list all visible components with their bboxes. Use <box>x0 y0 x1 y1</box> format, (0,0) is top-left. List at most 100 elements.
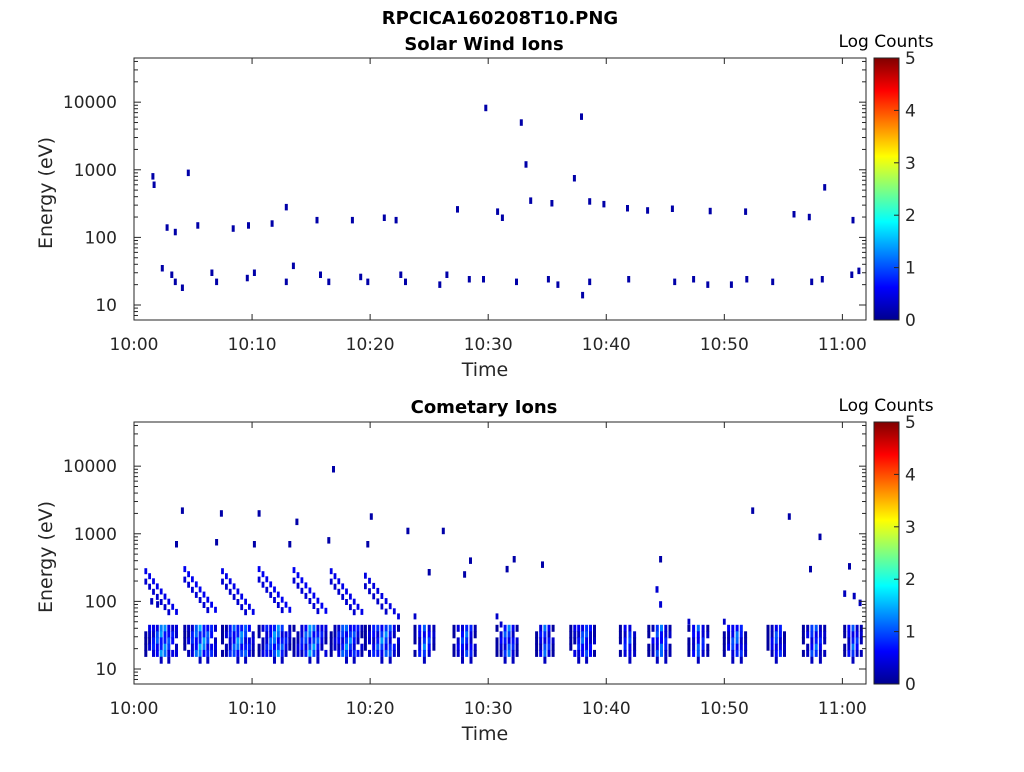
heatmap-cell <box>345 624 348 632</box>
heatmap-cell <box>388 656 392 664</box>
heatmap-cell <box>404 278 407 286</box>
heatmap-cell <box>388 603 392 610</box>
heatmap-cell <box>739 631 743 639</box>
heatmap-cell <box>519 119 523 126</box>
y-axis-label: Energy (eV) <box>35 137 57 249</box>
heatmap-cell <box>352 631 356 639</box>
heatmap-cell <box>350 216 354 224</box>
heatmap-cell <box>198 624 202 632</box>
heatmap-cell <box>397 649 400 657</box>
heatmap-cell <box>225 573 228 580</box>
heatmap-cell <box>236 631 240 639</box>
heatmap-cell <box>511 631 515 639</box>
heatmap-cell <box>308 656 312 664</box>
heatmap-cell <box>206 637 210 645</box>
heatmap-cell <box>320 602 324 609</box>
heatmap-cell <box>224 649 228 657</box>
heatmap-cell <box>221 578 224 585</box>
heatmap-cell <box>152 643 155 651</box>
heatmap-cell <box>751 507 755 514</box>
heatmap-cell <box>807 213 811 221</box>
heatmap-cell <box>851 649 855 657</box>
heatmap-cell <box>535 631 539 639</box>
heatmap-cell <box>687 618 691 625</box>
heatmap-cell <box>270 220 274 227</box>
heatmap-cell <box>236 624 240 632</box>
heatmap-cell <box>159 624 163 632</box>
heatmap-cell <box>495 643 499 651</box>
heatmap-cell <box>372 643 376 651</box>
heatmap-cell <box>337 643 341 651</box>
heatmap-cell <box>296 637 300 645</box>
heatmap-cell <box>818 656 822 664</box>
heatmap-cell <box>337 588 341 595</box>
heatmap-cell <box>843 624 847 632</box>
heatmap-cell <box>696 656 700 664</box>
heatmap-cell <box>461 643 464 651</box>
heatmap-cell <box>187 581 190 588</box>
heatmap-cell <box>397 637 400 645</box>
heatmap-cell <box>722 637 726 645</box>
heatmap-cell <box>308 631 312 639</box>
heatmap-cell <box>806 643 810 651</box>
heatmap-cell <box>843 643 847 651</box>
heatmap-cell <box>228 631 232 639</box>
heatmap-cell <box>647 643 651 651</box>
heatmap-cell <box>257 624 261 632</box>
heatmap-cell <box>770 643 774 651</box>
heatmap-cell <box>511 643 515 651</box>
heatmap-cell <box>820 276 824 283</box>
heatmap-cell <box>194 637 198 645</box>
heatmap-cell <box>244 631 248 639</box>
heatmap-cell <box>577 624 581 632</box>
colorbar-tick-label: 4 <box>905 101 916 121</box>
heatmap-cell <box>288 541 292 548</box>
heatmap-cell <box>300 643 304 651</box>
heatmap-cell <box>739 624 743 632</box>
heatmap-cell <box>655 624 659 632</box>
heatmap-cell <box>541 561 544 568</box>
heatmap-cell <box>727 631 731 639</box>
heatmap-cell <box>304 592 308 599</box>
heatmap-cell <box>655 637 659 645</box>
heatmap-cell <box>778 637 782 645</box>
heatmap-cell <box>273 624 276 632</box>
heatmap-cell <box>316 656 320 664</box>
heatmap-cell <box>165 224 169 231</box>
heatmap-cell <box>397 613 400 620</box>
heatmap-cell <box>257 510 261 517</box>
heatmap-cell <box>228 578 232 585</box>
heatmap-cell <box>469 631 473 639</box>
heatmap-cell <box>261 643 265 651</box>
heatmap-cell <box>167 637 171 645</box>
heatmap-cell <box>247 637 251 645</box>
heatmap-cell <box>221 568 224 575</box>
heatmap-cell <box>308 643 312 651</box>
heatmap-cell <box>352 598 356 605</box>
heatmap-cell <box>273 643 276 651</box>
heatmap-cell <box>388 637 392 645</box>
heatmap-cell <box>551 624 555 632</box>
heatmap-cell <box>167 649 171 657</box>
heatmap-cell <box>482 276 485 283</box>
heatmap-cell <box>618 649 622 657</box>
x-tick-label: 10:00 <box>110 335 159 355</box>
heatmap-cell <box>221 637 224 645</box>
heatmap-cell <box>406 527 410 535</box>
heatmap-cell <box>787 513 791 520</box>
heatmap-cell <box>175 608 178 615</box>
heatmap-cell <box>810 278 814 286</box>
heatmap-cell <box>251 608 255 615</box>
x-axis-label: Time <box>461 359 509 381</box>
y-tick-label: 10 <box>95 660 117 680</box>
heatmap-cell <box>543 649 547 657</box>
heatmap-cell <box>206 624 210 632</box>
heatmap-cell <box>859 649 863 657</box>
colorbar-tick-label: 1 <box>905 259 916 279</box>
heatmap-cell <box>187 571 190 578</box>
heatmap-cell <box>324 607 328 614</box>
heatmap-cell <box>851 216 855 224</box>
heatmap-cell <box>257 576 261 583</box>
heatmap-cell <box>859 631 863 639</box>
heatmap-cell <box>623 631 627 639</box>
